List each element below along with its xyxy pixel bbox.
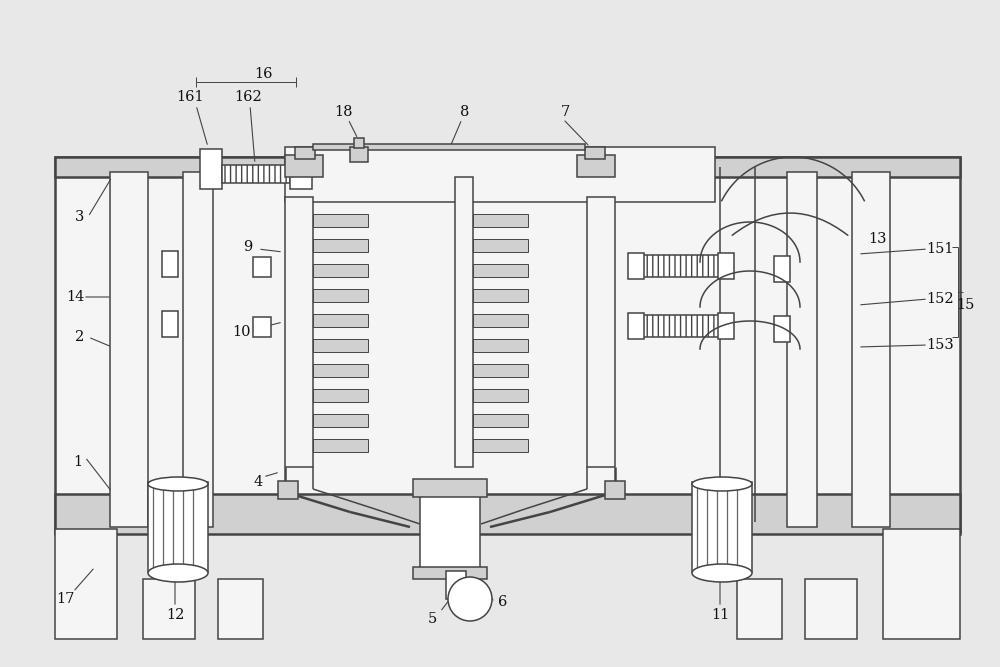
Bar xyxy=(55,494,960,534)
Bar xyxy=(587,197,615,467)
Bar xyxy=(285,147,715,202)
Text: 16: 16 xyxy=(254,67,272,81)
Bar xyxy=(473,439,528,452)
Bar xyxy=(640,315,720,337)
Text: 15: 15 xyxy=(956,298,974,312)
Bar xyxy=(718,253,734,279)
Bar xyxy=(55,157,960,532)
Bar xyxy=(55,157,960,177)
Bar xyxy=(253,317,271,337)
Text: 6: 6 xyxy=(498,595,508,609)
Bar xyxy=(718,313,734,339)
Bar xyxy=(774,256,790,282)
Text: 153: 153 xyxy=(926,338,954,352)
Bar xyxy=(278,481,298,499)
Bar xyxy=(55,529,117,639)
Text: 3: 3 xyxy=(75,210,85,224)
Bar xyxy=(313,264,368,277)
Circle shape xyxy=(448,577,492,621)
Text: 151: 151 xyxy=(926,242,954,256)
Bar xyxy=(787,172,817,527)
Bar xyxy=(313,214,368,227)
Bar xyxy=(313,339,368,352)
Bar xyxy=(200,149,222,189)
Bar xyxy=(605,481,625,499)
Bar xyxy=(313,289,368,302)
Bar xyxy=(413,567,487,579)
Bar xyxy=(218,579,263,639)
Bar xyxy=(473,389,528,402)
Bar xyxy=(805,579,857,639)
Bar xyxy=(577,155,615,177)
Bar xyxy=(446,571,466,599)
Bar xyxy=(183,172,213,527)
Bar xyxy=(628,253,644,279)
Bar xyxy=(143,579,195,639)
Text: 18: 18 xyxy=(334,105,352,119)
Bar xyxy=(473,339,528,352)
Bar xyxy=(354,138,364,148)
Bar xyxy=(737,579,782,639)
Bar xyxy=(313,414,368,427)
Bar xyxy=(473,414,528,427)
Text: 152: 152 xyxy=(926,292,954,306)
Bar xyxy=(774,316,790,342)
Bar xyxy=(420,492,480,572)
Bar xyxy=(585,147,605,159)
Bar xyxy=(110,172,148,527)
Ellipse shape xyxy=(692,564,752,582)
Bar xyxy=(350,147,368,162)
Text: 13: 13 xyxy=(868,232,886,246)
Text: 2: 2 xyxy=(75,330,85,344)
Bar xyxy=(290,159,312,189)
Bar xyxy=(473,314,528,327)
Bar xyxy=(852,172,890,527)
Bar xyxy=(313,239,368,252)
Bar xyxy=(473,289,528,302)
Bar xyxy=(313,364,368,377)
Bar xyxy=(473,364,528,377)
Bar xyxy=(313,439,368,452)
Text: 14: 14 xyxy=(66,290,84,304)
Text: 162: 162 xyxy=(234,90,262,104)
Bar xyxy=(285,197,313,467)
Text: 4: 4 xyxy=(253,475,263,489)
Bar xyxy=(473,239,528,252)
Ellipse shape xyxy=(148,564,208,582)
Ellipse shape xyxy=(148,477,208,491)
Bar xyxy=(883,529,960,639)
Bar xyxy=(473,214,528,227)
Bar xyxy=(313,314,368,327)
Ellipse shape xyxy=(692,477,752,491)
Bar xyxy=(473,264,528,277)
Text: 17: 17 xyxy=(56,592,74,606)
Text: 8: 8 xyxy=(460,105,470,119)
Bar xyxy=(162,251,178,277)
Bar xyxy=(640,255,720,277)
Bar xyxy=(628,313,644,339)
Bar xyxy=(692,482,752,572)
Text: 5: 5 xyxy=(427,612,437,626)
Bar xyxy=(222,165,290,183)
Bar xyxy=(162,311,178,337)
Text: 9: 9 xyxy=(243,240,253,254)
Text: 11: 11 xyxy=(711,608,729,622)
Bar xyxy=(253,257,271,277)
Bar xyxy=(455,177,473,467)
Text: 10: 10 xyxy=(233,325,251,339)
Bar xyxy=(313,389,368,402)
Bar xyxy=(313,144,585,150)
Bar xyxy=(295,147,315,159)
Text: 7: 7 xyxy=(560,105,570,119)
Bar xyxy=(285,155,323,177)
Bar xyxy=(148,482,208,572)
Bar xyxy=(413,479,487,497)
Text: 161: 161 xyxy=(176,90,204,104)
Text: 12: 12 xyxy=(166,608,184,622)
Text: 1: 1 xyxy=(73,455,83,469)
